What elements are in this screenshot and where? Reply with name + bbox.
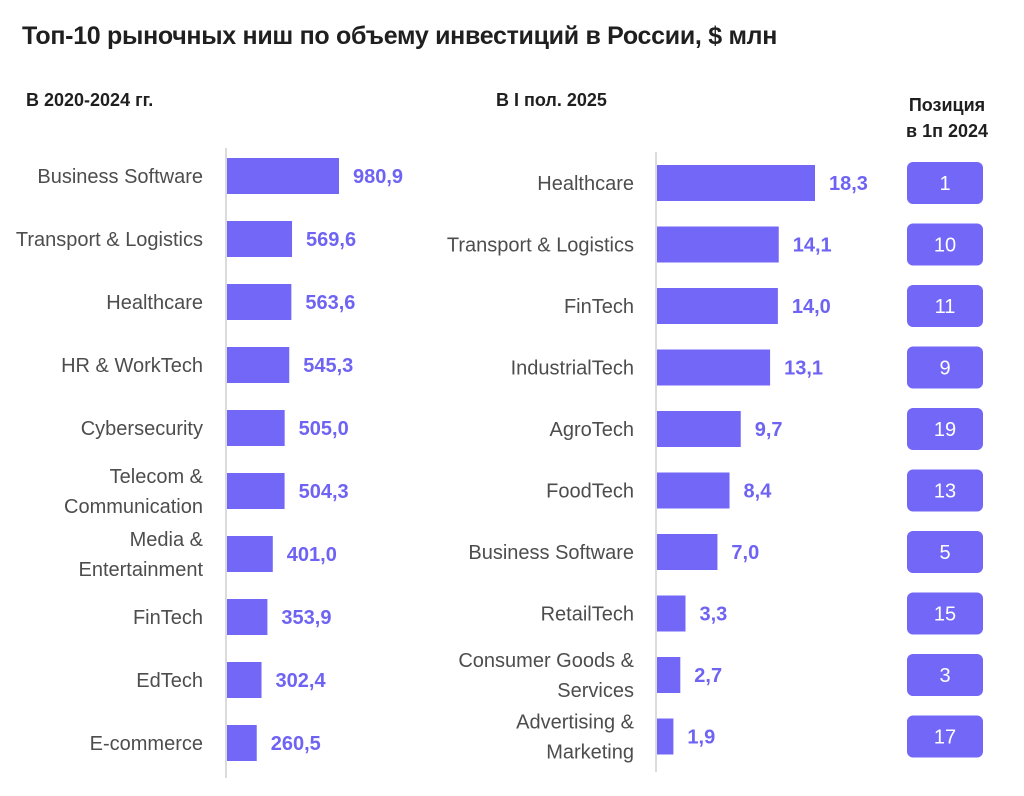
position-column-header: Позиция в 1п 2024 bbox=[888, 92, 1006, 144]
right-category-label-9: Consumer Goods & Services bbox=[458, 650, 634, 702]
left-category-label-2: Transport & Logistics bbox=[16, 229, 203, 251]
right-category-label-2: Transport & Logistics bbox=[447, 235, 634, 257]
left-value-label-8: 353,9 bbox=[281, 607, 331, 629]
left-category-label-9: EdTech bbox=[136, 670, 203, 692]
position-badge-2 bbox=[907, 223, 983, 266]
left-category-label-5: Cybersecurity bbox=[81, 418, 203, 440]
right-bar-5 bbox=[657, 411, 741, 447]
right-category-label-5: AgroTech bbox=[550, 419, 635, 441]
left-value-label-6: 504,3 bbox=[299, 481, 349, 503]
left-category-label-3: Healthcare bbox=[106, 292, 203, 314]
right-bar-8 bbox=[657, 595, 686, 632]
right-chart-subtitle: В I пол. 2025 bbox=[496, 90, 607, 110]
left-bar-4 bbox=[227, 347, 290, 383]
position-badge-label-10: 17 bbox=[934, 727, 956, 749]
left-category-label-10: E-commerce bbox=[90, 733, 203, 755]
position-badge-4 bbox=[907, 346, 983, 389]
right-value-label-9: 2,7 bbox=[694, 665, 722, 687]
right-bar-2 bbox=[657, 226, 779, 263]
right-value-label-6: 8,4 bbox=[744, 481, 773, 503]
position-badge-1 bbox=[907, 162, 983, 204]
position-badge-5 bbox=[907, 408, 983, 450]
right-value-label-10: 1,9 bbox=[687, 727, 715, 749]
right-bar-1 bbox=[657, 165, 815, 201]
right-category-label-4: IndustrialTech bbox=[511, 358, 634, 380]
position-header-line2: в 1п 2024 bbox=[906, 121, 988, 141]
position-badge-label-8: 15 bbox=[934, 604, 956, 626]
right-category-label-6: FoodTech bbox=[546, 481, 634, 503]
left-bar-3 bbox=[227, 284, 292, 320]
position-badge-label-3: 11 bbox=[935, 296, 956, 318]
right-value-label-5: 9,7 bbox=[755, 419, 783, 441]
right-value-label-8: 3,3 bbox=[699, 604, 727, 626]
position-badge-label-1: 1 bbox=[939, 173, 950, 195]
right-value-label-1: 18,3 bbox=[829, 173, 868, 195]
left-value-label-4: 545,3 bbox=[303, 355, 353, 377]
chart-title: Топ-10 рыночных ниш по объему инвестиций… bbox=[22, 22, 778, 50]
left-category-label-6: Telecom & Communication bbox=[64, 466, 204, 518]
right-category-label-10: Advertising & Marketing bbox=[516, 712, 634, 764]
left-bar-2 bbox=[227, 221, 293, 257]
right-category-label-1: Healthcare bbox=[537, 173, 634, 195]
position-badge-6 bbox=[907, 469, 983, 512]
right-bar-10 bbox=[657, 718, 674, 755]
left-value-label-2: 569,6 bbox=[306, 229, 356, 251]
left-value-label-9: 302,4 bbox=[276, 670, 327, 692]
left-bar-5 bbox=[227, 410, 285, 446]
position-badge-label-5: 19 bbox=[934, 419, 956, 441]
right-category-label-8: RetailTech bbox=[541, 604, 634, 626]
left-value-label-5: 505,0 bbox=[299, 418, 349, 440]
right-value-label-2: 14,1 bbox=[793, 235, 832, 257]
left-bar-10 bbox=[227, 725, 257, 761]
left-bar-8 bbox=[227, 599, 268, 635]
position-header-line1: Позиция bbox=[908, 95, 986, 115]
left-value-label-7: 401,0 bbox=[287, 544, 337, 566]
left-category-label-8: FinTech bbox=[133, 607, 203, 629]
left-bar-6 bbox=[227, 473, 285, 509]
left-value-label-10: 260,5 bbox=[271, 733, 321, 755]
left-bar-1 bbox=[227, 158, 339, 194]
left-value-label-3: 563,6 bbox=[305, 292, 355, 314]
position-badge-label-7: 5 bbox=[939, 542, 950, 564]
right-bar-6 bbox=[657, 472, 730, 509]
right-bar-7 bbox=[657, 534, 718, 570]
position-badge-label-2: 10 bbox=[934, 235, 956, 257]
right-bar-9 bbox=[657, 657, 681, 693]
right-category-label-7: Business Software bbox=[468, 542, 634, 564]
left-category-label-4: HR & WorkTech bbox=[61, 355, 203, 377]
position-badge-10 bbox=[907, 715, 983, 758]
right-value-label-4: 13,1 bbox=[784, 358, 823, 380]
position-badge-8 bbox=[907, 592, 983, 635]
position-badge-label-9: 3 bbox=[939, 665, 950, 687]
left-bar-7 bbox=[227, 536, 273, 572]
position-badge-label-4: 9 bbox=[939, 358, 950, 380]
right-value-label-7: 7,0 bbox=[731, 542, 759, 564]
right-bar-3 bbox=[657, 288, 778, 324]
left-category-label-1: Business Software bbox=[37, 166, 203, 188]
left-bar-9 bbox=[227, 662, 262, 698]
right-category-label-3: FinTech bbox=[564, 296, 634, 318]
left-value-label-1: 980,9 bbox=[353, 166, 403, 188]
left-category-label-7: Media & Entertainment bbox=[78, 529, 203, 581]
right-value-label-3: 14,0 bbox=[792, 296, 831, 318]
right-bar-4 bbox=[657, 349, 771, 386]
position-badge-7 bbox=[907, 531, 983, 573]
position-badge-3 bbox=[907, 285, 983, 327]
position-badge-9 bbox=[907, 654, 983, 696]
position-badge-label-6: 13 bbox=[934, 481, 956, 503]
left-chart-subtitle: В 2020-2024 гг. bbox=[26, 90, 154, 110]
